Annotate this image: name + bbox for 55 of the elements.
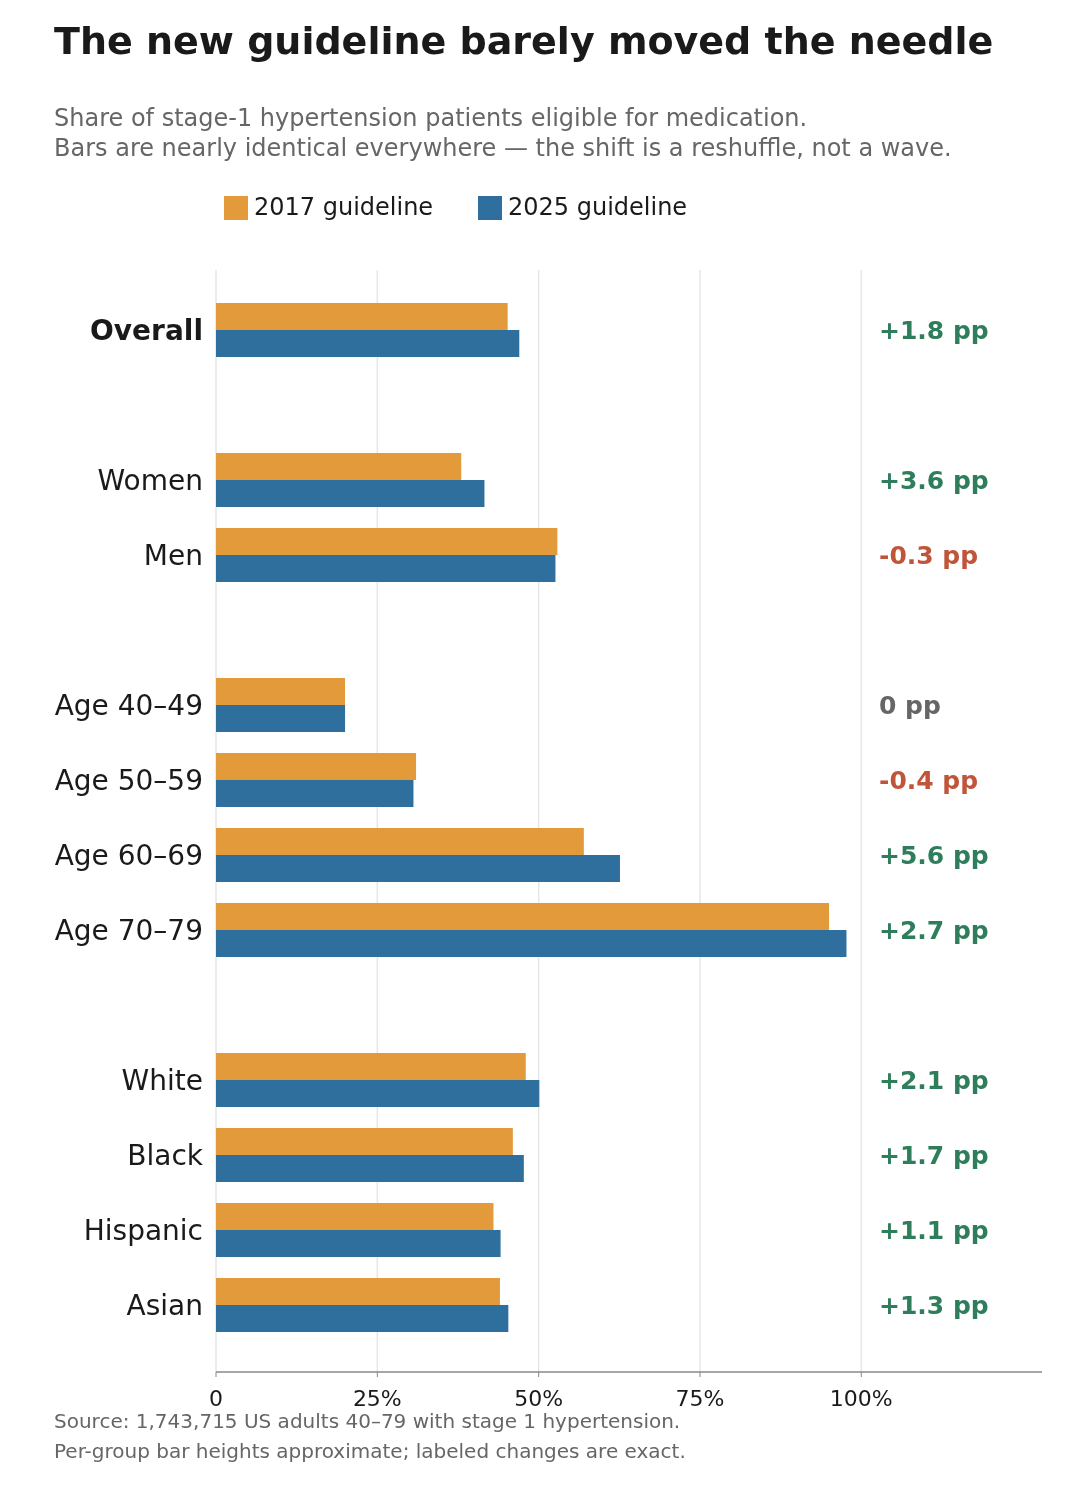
y-tick-label: White xyxy=(121,1064,203,1097)
bar xyxy=(216,303,508,330)
bar xyxy=(216,1230,501,1257)
annotation: +3.6 pp xyxy=(879,466,989,495)
annotation: -0.4 pp xyxy=(879,766,979,795)
bar xyxy=(216,828,584,855)
annotation: +1.3 pp xyxy=(879,1291,989,1320)
bar xyxy=(216,753,417,780)
y-tick-label: Men xyxy=(143,539,203,572)
y-tick-label: Age 40–49 xyxy=(54,689,203,722)
bar xyxy=(216,1278,500,1305)
chart-title: The new guideline barely moved the needle xyxy=(54,19,994,63)
y-tick-label: Black xyxy=(127,1139,204,1172)
bar xyxy=(216,1203,494,1230)
legend-label: 2025 guideline xyxy=(508,193,688,221)
bar xyxy=(216,1080,540,1107)
bar xyxy=(216,1155,524,1182)
y-tick-label: Hispanic xyxy=(83,1214,203,1247)
bar xyxy=(216,1053,526,1080)
annotation: +1.8 pp xyxy=(879,316,989,345)
bar xyxy=(216,1128,513,1155)
x-tick-label: 0 xyxy=(209,1386,223,1411)
bar xyxy=(216,330,520,357)
chart-subtitle: Share of stage-1 hypertension patients eligible for medication. Bars are nearly identical everywhere — the shift is a reshuffle, not a wave. xyxy=(54,104,952,162)
y-tick-label: Asian xyxy=(126,1289,203,1322)
x-tick-label: 25% xyxy=(352,1386,402,1411)
legend-label: 2017 guideline xyxy=(254,193,434,221)
bar xyxy=(216,678,346,705)
annotation: +2.7 pp xyxy=(879,916,989,945)
annotation: +5.6 pp xyxy=(879,841,989,870)
source-note: Source: 1,743,715 US adults 40–79 with stage 1 hypertension. xyxy=(54,1409,681,1433)
x-tick-label: 75% xyxy=(675,1386,725,1411)
x-tick-label: 50% xyxy=(514,1386,564,1411)
y-tick-label: Age 70–79 xyxy=(54,914,203,947)
y-tick-label: Overall xyxy=(90,314,203,347)
y-tick-label: Age 60–69 xyxy=(54,839,203,872)
bar xyxy=(216,453,462,480)
y-tick-label: Age 50–59 xyxy=(54,764,203,797)
annotation: +1.1 pp xyxy=(879,1216,989,1245)
bar xyxy=(216,1305,509,1332)
annotation: 0 pp xyxy=(879,691,941,720)
bar xyxy=(216,855,620,882)
text: Per-group bar heights approximate; labeled changes are exact. xyxy=(54,1439,686,1463)
y-tick-label: Women xyxy=(97,464,203,497)
annotation: +2.1 pp xyxy=(879,1066,989,1095)
x-tick-label: 100% xyxy=(829,1386,893,1411)
bar xyxy=(216,528,558,555)
bar xyxy=(216,555,556,582)
bar xyxy=(216,705,346,732)
annotation: -0.3 pp xyxy=(879,541,979,570)
bar xyxy=(216,780,414,807)
annotation: +1.7 pp xyxy=(879,1141,989,1170)
bar xyxy=(216,480,485,507)
bar xyxy=(216,930,847,957)
bar xyxy=(216,903,830,930)
